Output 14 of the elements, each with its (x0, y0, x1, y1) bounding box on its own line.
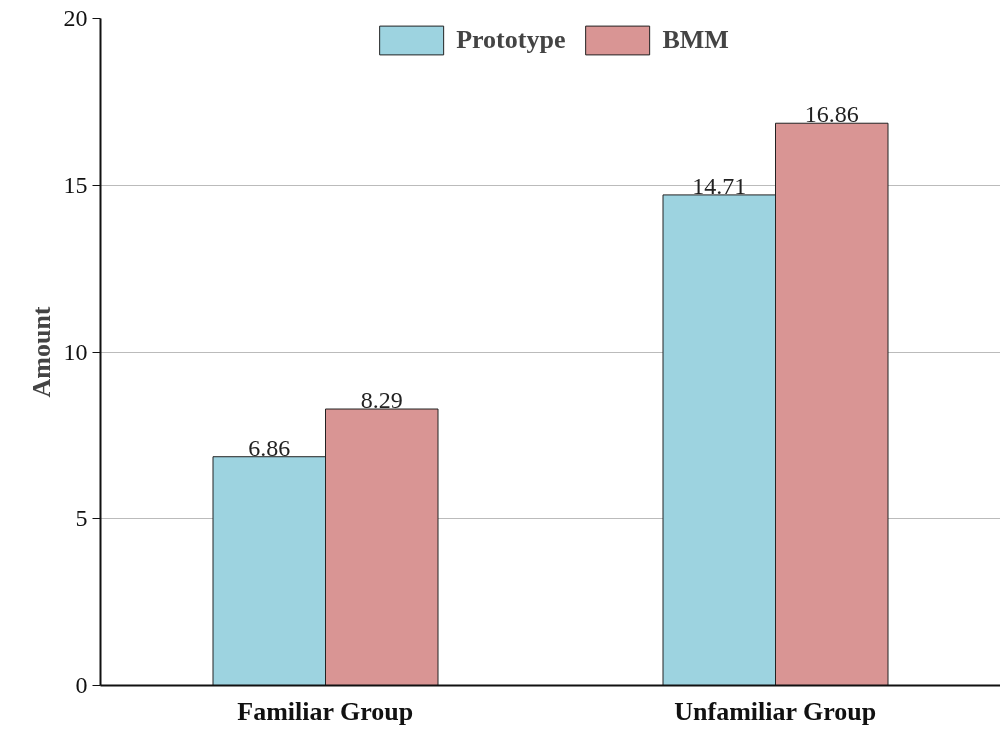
data-label: 14.71 (692, 172, 747, 199)
y-tick-label: 15 (63, 171, 88, 198)
x-tick-label: Unfamiliar Group (674, 696, 877, 726)
y-axis-title: Amount (26, 306, 56, 398)
legend-label: Prototype (456, 25, 566, 55)
legend-label: BMM (662, 25, 729, 55)
data-label: 16.86 (804, 101, 859, 128)
data-label: 8.29 (360, 387, 403, 414)
data-label: 6.86 (248, 434, 291, 461)
y-tick-label: 20 (63, 5, 88, 31)
y-tick-label: 0 (75, 672, 88, 698)
y-tick-label: 10 (63, 338, 88, 365)
x-tick-label: Familiar Group (237, 696, 414, 726)
y-tick-label: 5 (75, 505, 88, 532)
